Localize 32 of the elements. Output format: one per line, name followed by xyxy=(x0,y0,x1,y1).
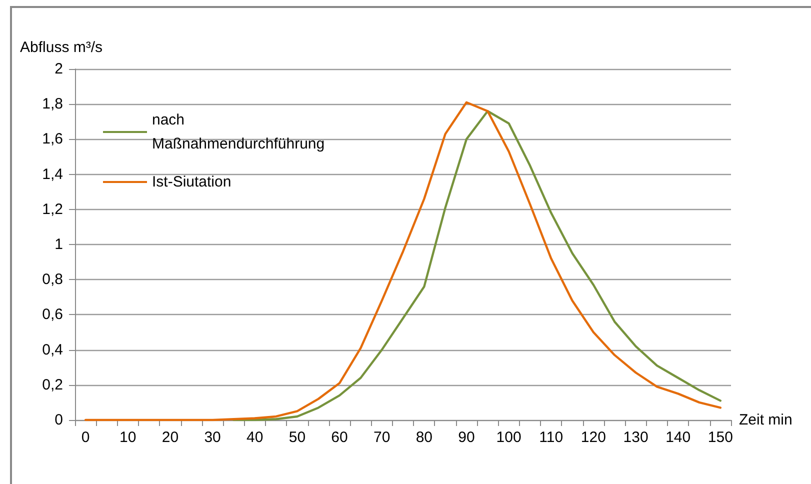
y-tick-label: 1,6 xyxy=(42,130,63,148)
y-tick-label: 2 xyxy=(54,60,63,78)
line-series xyxy=(84,101,722,422)
x-tick-label: 60 xyxy=(331,429,348,446)
x-tick-label: 150 xyxy=(708,429,733,446)
y-tick-label: 1,2 xyxy=(42,200,63,218)
y-tick-label: 1 xyxy=(54,236,63,253)
y-tick-label: 1,4 xyxy=(42,166,63,183)
x-tick-label: 120 xyxy=(580,429,606,446)
y-axis-title: Abfluss m³/s xyxy=(20,39,103,56)
legend-label: Ist-Siutation xyxy=(152,174,232,190)
x-tick-label: 90 xyxy=(458,429,475,446)
x-tick-label: 80 xyxy=(416,429,433,446)
x-tick-label: 140 xyxy=(666,429,691,446)
y-tick-label: 0,2 xyxy=(42,376,63,394)
y-tick-label: 0 xyxy=(54,412,63,428)
x-tick-label: 110 xyxy=(539,429,564,446)
x-tick-label: 130 xyxy=(623,429,648,446)
x-tick-label: 20 xyxy=(162,429,179,446)
legend-label: nach Maßnahmendurchführung xyxy=(152,112,325,152)
x-tick-label: 100 xyxy=(496,429,522,446)
x-tick-label: 40 xyxy=(246,429,264,446)
y-tick-label: 0,6 xyxy=(42,306,63,324)
x-tick-label: 0 xyxy=(81,429,90,446)
x-axis-title: Zeit min xyxy=(739,412,792,428)
y-tick-label: 0,4 xyxy=(42,341,63,358)
x-tick-label: 50 xyxy=(288,429,306,446)
x-tick-label: 10 xyxy=(120,429,136,446)
x-tick-label: 30 xyxy=(204,429,221,446)
x-tick-label: 70 xyxy=(373,429,390,446)
y-tick-label: 1,8 xyxy=(42,96,63,113)
y-tick-label: 0,8 xyxy=(42,271,63,288)
